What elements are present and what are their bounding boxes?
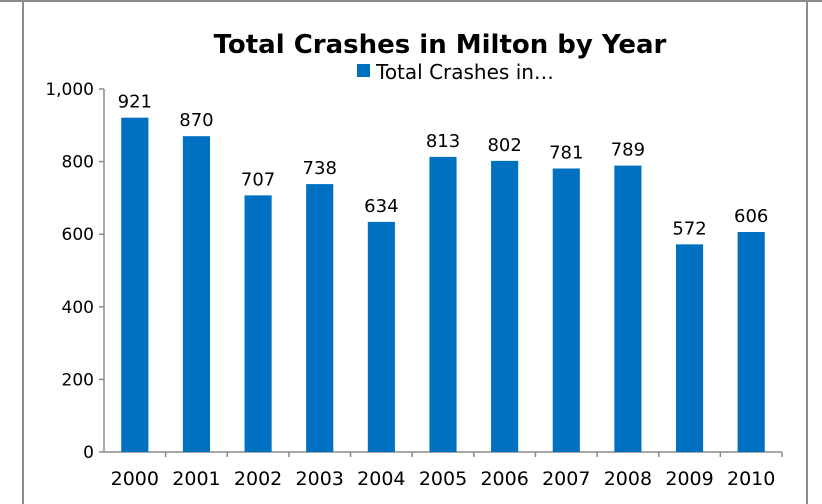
bar-2001 <box>182 136 211 452</box>
data-label-2002: 707 <box>241 169 275 190</box>
y-tick-label: 600 <box>62 225 94 245</box>
data-label-2001: 870 <box>179 110 213 131</box>
x-tick-label-2001: 2001 <box>172 468 220 490</box>
x-tick-label-2010: 2010 <box>727 468 775 490</box>
data-labels: 921 870 707 738 634 813 802 781 789 572 606 <box>118 92 769 240</box>
bar-2006 <box>491 160 519 452</box>
bar-2010 <box>737 232 765 452</box>
y-axis-ticks: 0 200 400 600 800 1,000 <box>45 80 104 463</box>
bar-2003 <box>306 184 334 452</box>
data-label-2006: 802 <box>487 135 521 156</box>
x-tick-label-2009: 2009 <box>665 468 713 490</box>
bar-2004 <box>367 221 395 452</box>
bar-2005 <box>429 156 457 453</box>
legend-label: Total Crashes in… <box>375 60 554 84</box>
chart-title: Total Crashes in Milton by Year <box>214 30 667 60</box>
x-tick-label-2005: 2005 <box>419 468 467 490</box>
bars <box>121 117 765 453</box>
legend: Total Crashes in… <box>357 60 554 84</box>
y-tick-label: 0 <box>83 443 94 463</box>
x-tick-label-2008: 2008 <box>604 468 652 490</box>
data-label-2003: 738 <box>303 158 337 179</box>
data-label-2007: 781 <box>549 142 583 163</box>
bar-2008 <box>614 165 642 452</box>
bar-2002 <box>244 195 272 452</box>
x-tick-label-2007: 2007 <box>542 468 590 490</box>
x-tick-label-2004: 2004 <box>357 468 405 490</box>
x-axis-ticks: 2000 2001 2002 2003 2004 2005 2006 2007 2008 2009… <box>111 452 783 490</box>
x-tick-label-2000: 2000 <box>111 468 159 490</box>
data-label-2009: 572 <box>672 218 706 239</box>
data-label-2008: 789 <box>611 140 645 161</box>
y-tick-label: 400 <box>62 298 94 318</box>
data-label-2010: 606 <box>734 206 768 227</box>
frame-border-top <box>0 0 822 2</box>
x-tick-label-2006: 2006 <box>480 468 528 490</box>
legend-swatch <box>357 64 370 77</box>
frame-border-right <box>806 0 808 504</box>
y-tick-label: 200 <box>62 370 94 390</box>
x-tick-label-2002: 2002 <box>234 468 282 490</box>
data-label-2000: 921 <box>118 92 152 113</box>
bar-2007 <box>552 168 580 452</box>
x-tick-label-2003: 2003 <box>296 468 344 490</box>
frame-border-left <box>22 0 24 504</box>
y-tick-label: 800 <box>62 153 94 173</box>
data-label-2004: 634 <box>364 196 398 217</box>
bar-2000 <box>121 117 149 452</box>
bar-2009 <box>675 244 704 452</box>
y-tick-label: 1,000 <box>45 80 94 100</box>
data-label-2005: 813 <box>426 131 460 152</box>
